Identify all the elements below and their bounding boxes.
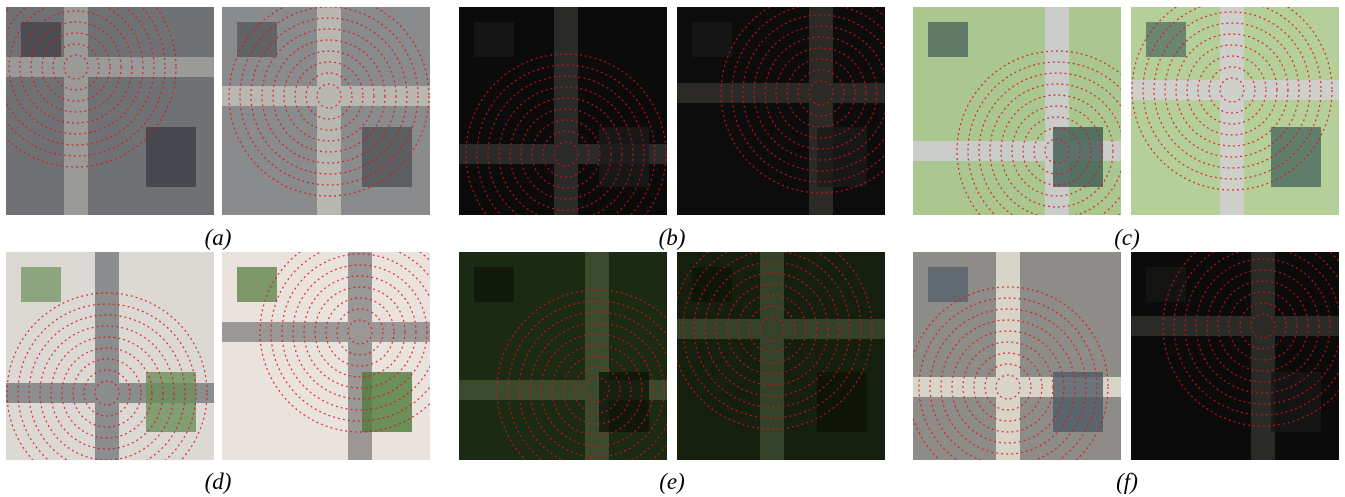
panel-label: (c): [1067, 225, 1187, 251]
scene-image: [913, 7, 1121, 215]
scene-image: [459, 252, 667, 460]
scene-image: [1131, 7, 1339, 215]
figure: (a) (b) (c) (d) (e) (f): [0, 0, 1345, 497]
scene-image: [677, 7, 885, 215]
scene-image: [459, 7, 667, 215]
scene-drawing: [1131, 252, 1339, 460]
scene-drawing: [677, 7, 885, 215]
scene-image: [222, 252, 430, 460]
scene-drawing: [913, 252, 1121, 460]
panel-label: (d): [158, 469, 278, 495]
scene-drawing: [913, 7, 1121, 215]
scene-image: [6, 7, 214, 215]
panel-label: (b): [612, 225, 732, 251]
scene-image: [1131, 252, 1339, 460]
scene-image: [6, 252, 214, 460]
scene-drawing: [6, 7, 214, 215]
scene-drawing: [222, 7, 430, 215]
panel-label: (e): [612, 469, 732, 495]
scene-drawing: [459, 7, 667, 215]
scene-drawing: [6, 252, 214, 460]
scene-drawing: [1131, 7, 1339, 215]
scene-image: [913, 252, 1121, 460]
scene-image: [222, 7, 430, 215]
scene-drawing: [677, 252, 885, 460]
scene-image: [677, 252, 885, 460]
scene-drawing: [222, 252, 430, 460]
scene-drawing: [459, 252, 667, 460]
panel-label: (a): [158, 225, 278, 251]
panel-label: (f): [1067, 469, 1187, 495]
